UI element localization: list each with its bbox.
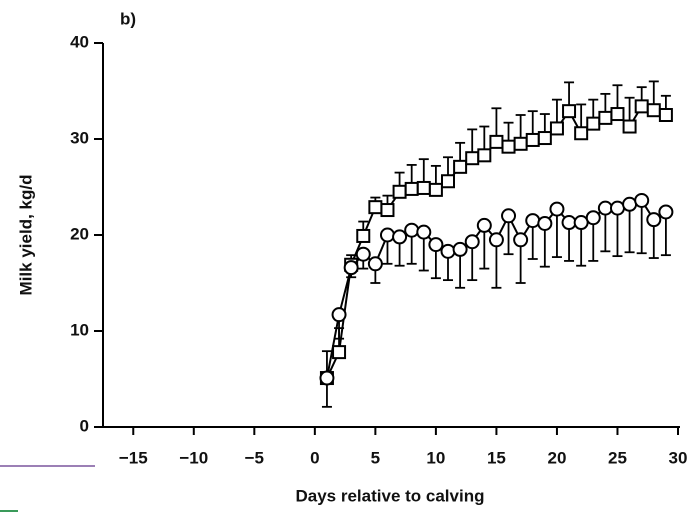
x-tick-label: 30	[669, 448, 688, 467]
point	[379, 227, 395, 243]
x-tick-label: −10	[179, 448, 208, 467]
point	[476, 217, 492, 233]
y-tick-label: 30	[70, 128, 89, 147]
point	[355, 246, 371, 262]
point	[622, 196, 638, 212]
point	[549, 121, 564, 136]
point	[634, 192, 650, 208]
point	[525, 213, 541, 229]
point	[368, 200, 383, 215]
y-tick-label: 20	[70, 224, 89, 243]
point	[537, 131, 552, 146]
point	[549, 201, 565, 217]
point	[319, 370, 335, 386]
point	[464, 234, 480, 250]
chart-title: b)	[120, 9, 136, 28]
error-bar	[624, 204, 635, 254]
point	[477, 148, 492, 163]
point	[574, 126, 589, 141]
point	[561, 215, 577, 231]
point	[367, 256, 383, 272]
x-tick-label: −5	[245, 448, 264, 467]
point	[597, 200, 613, 216]
point	[537, 215, 553, 231]
point	[392, 229, 408, 245]
x-tick-label: 5	[371, 448, 380, 467]
point	[380, 203, 395, 218]
point	[658, 108, 673, 122]
x-tick-label: 20	[547, 448, 566, 467]
point	[513, 136, 528, 151]
point	[489, 134, 504, 149]
point	[609, 200, 625, 216]
point	[513, 232, 529, 248]
x-tick-label: 25	[608, 448, 627, 467]
point	[562, 104, 577, 119]
y-tick-label: 40	[70, 32, 89, 51]
point	[646, 212, 662, 228]
error-bar	[551, 209, 562, 258]
point	[441, 174, 455, 189]
point	[428, 182, 443, 197]
point	[634, 99, 649, 114]
point	[356, 228, 371, 243]
point	[622, 119, 637, 134]
point	[501, 139, 516, 154]
point	[573, 215, 589, 231]
series-line	[325, 199, 667, 379]
y-axis-label: Milk yield, kg/d	[16, 175, 35, 296]
point	[501, 208, 517, 224]
error-bar	[612, 208, 623, 258]
point	[658, 204, 674, 220]
x-tick-label: 0	[310, 448, 319, 467]
point	[440, 243, 456, 259]
point	[586, 116, 601, 131]
point	[488, 232, 504, 248]
point	[428, 237, 444, 253]
x-axis-label: Days relative to calving	[296, 486, 485, 505]
point	[646, 103, 661, 118]
point	[404, 222, 420, 238]
point	[416, 224, 432, 240]
error-bar	[636, 200, 647, 255]
point	[585, 210, 601, 226]
point	[525, 132, 540, 147]
point	[404, 181, 419, 196]
y-tick-label: 10	[70, 320, 89, 339]
point	[453, 159, 468, 174]
point	[610, 107, 625, 122]
point	[392, 184, 407, 199]
point	[452, 241, 468, 257]
point	[332, 345, 347, 360]
x-tick-label: 15	[487, 448, 506, 467]
point	[331, 307, 347, 323]
point	[416, 180, 431, 195]
error-bar	[491, 239, 502, 289]
point	[465, 151, 480, 166]
point	[343, 260, 359, 276]
y-tick-label: 0	[80, 416, 89, 435]
point	[598, 110, 613, 125]
x-tick-label: 10	[426, 448, 445, 467]
x-tick-label: −15	[119, 448, 148, 467]
